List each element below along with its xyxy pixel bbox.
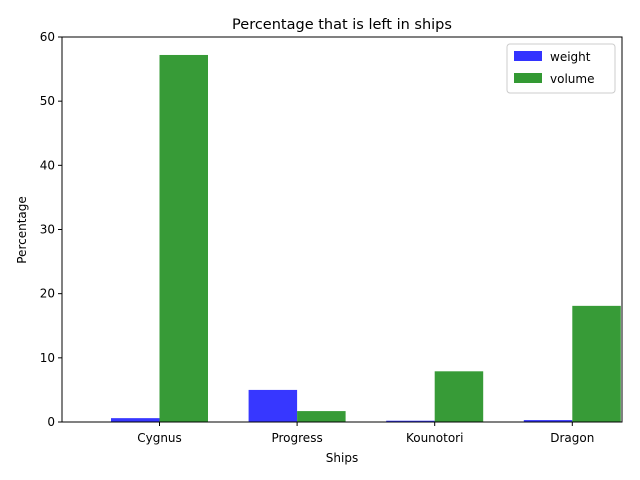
x-tick-label: Kounotori <box>406 431 463 445</box>
plot-frame <box>61 36 623 423</box>
y-tick-label: 10 <box>40 351 55 365</box>
bar-weight-kounotori <box>386 420 435 422</box>
bar-volume-cygnus <box>159 54 208 422</box>
axes-layer: 0 10 20 30 40 50 60 Cygnus Progress Kounotori Drag… <box>40 30 623 445</box>
y-tick-label: 50 <box>40 94 55 108</box>
y-tick-label: 30 <box>40 223 55 237</box>
bar-weight-cygnus <box>111 418 160 422</box>
legend-label-weight: weight <box>550 50 591 64</box>
x-axis-label: Ships <box>326 451 358 465</box>
legend-label-volume: volume <box>550 72 594 86</box>
x-tick-label: Dragon <box>550 431 594 445</box>
legend-swatch-weight <box>514 51 542 61</box>
bar-volume-kounotori <box>434 371 484 422</box>
legend: weight volume <box>506 43 616 94</box>
bar-volume-progress <box>297 411 346 422</box>
bar-weight-progress <box>248 389 298 422</box>
bar-weight-dragon <box>523 420 573 422</box>
x-tick-label: Progress <box>271 431 322 445</box>
x-tick-label: Cygnus <box>137 431 182 445</box>
y-tick-label: 40 <box>40 158 55 172</box>
bar-volume-dragon <box>572 305 621 422</box>
y-tick-label: 0 <box>47 415 55 429</box>
y-tick-label: 60 <box>40 30 55 44</box>
y-axis-label: Percentage <box>15 196 29 264</box>
legend-swatch-volume <box>514 73 542 83</box>
y-tick-label: 20 <box>40 287 55 301</box>
chart-title: Percentage that is left in ships <box>232 17 452 33</box>
bars-layer <box>111 54 621 422</box>
